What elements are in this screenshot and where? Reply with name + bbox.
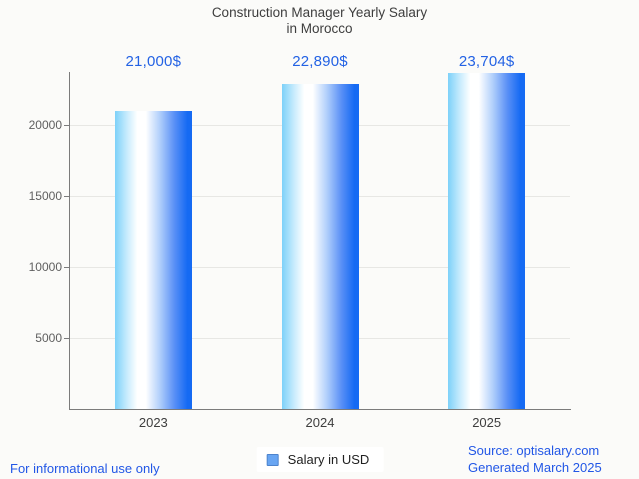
bar-value-label: 23,704$ xyxy=(458,53,515,70)
y-axis-tick xyxy=(64,338,70,340)
source-line: Source: optisalary.com xyxy=(468,443,600,458)
y-tick-label: 20000 xyxy=(28,117,62,132)
y-tick-label: 10000 xyxy=(28,259,62,274)
bar-2023 xyxy=(114,111,192,409)
bar-value-label: 22,890$ xyxy=(292,53,348,70)
generated-line: Generated March 2025 xyxy=(468,459,602,475)
x-axis-line xyxy=(69,408,571,411)
chart-title: Construction Manager Yearly Salary in Mo… xyxy=(0,5,639,36)
bar-2025 xyxy=(448,72,526,409)
bar-value-label: 21,000$ xyxy=(125,53,182,70)
legend-label: Salary in USD xyxy=(287,452,370,467)
x-tick-label: 2025 xyxy=(472,415,502,430)
chart-title-line2: in Morocco xyxy=(286,20,353,36)
y-axis-tick xyxy=(64,267,70,269)
x-tick-label: 2024 xyxy=(305,415,335,430)
legend: Salary in USD xyxy=(256,447,384,472)
chart-title-line1: Construction Manager Yearly Salary xyxy=(211,5,428,20)
y-tick-label: 15000 xyxy=(28,188,62,203)
y-axis-line xyxy=(69,72,70,410)
legend-swatch-icon xyxy=(266,453,279,466)
source-attribution: Source: optisalary.com Generated March 2… xyxy=(468,443,602,476)
x-tick-label: 2023 xyxy=(138,415,168,430)
y-axis-tick xyxy=(64,196,70,198)
disclaimer-text: For informational use only xyxy=(10,461,160,476)
y-axis-tick xyxy=(64,125,70,127)
y-tick-label: 5000 xyxy=(35,330,62,345)
bar-2024 xyxy=(281,84,359,409)
